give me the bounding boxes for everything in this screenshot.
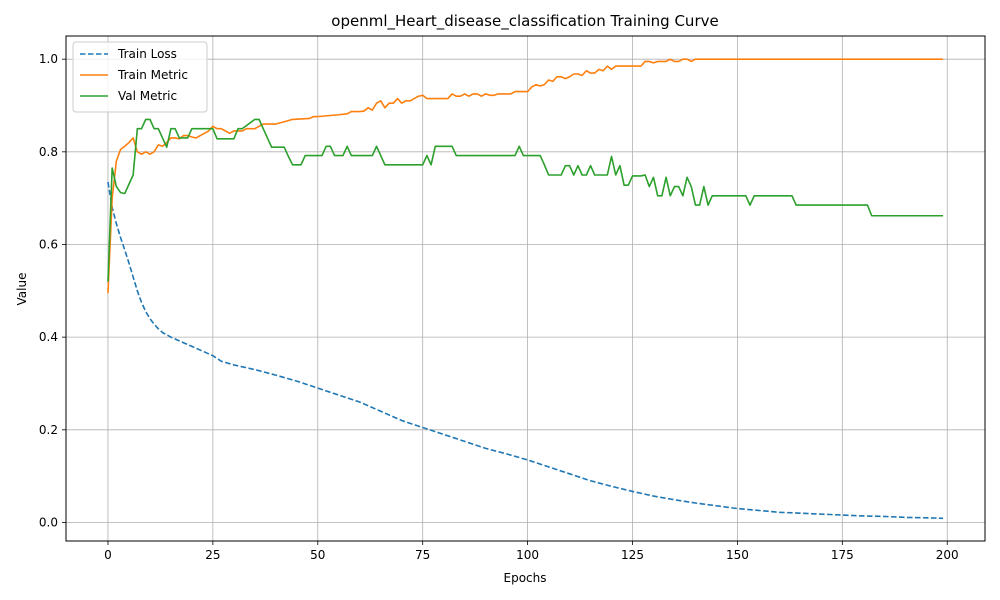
legend-box xyxy=(72,41,208,113)
legend: Train Loss Train Metric Val Metric xyxy=(72,41,208,113)
y-axis-label: Value xyxy=(15,273,29,306)
x-axis-ticks: 0 25 50 75 100 125 150 175 200 xyxy=(104,541,959,562)
chart-title: openml_Heart_disease_classification Trai… xyxy=(331,12,718,31)
val-metric-line xyxy=(107,118,944,282)
y-tick-label: 0.0 xyxy=(39,515,58,529)
x-axis-label: Epochs xyxy=(504,571,547,585)
y-tick-label: 1.0 xyxy=(39,52,58,66)
x-tick-label: 150 xyxy=(726,548,749,562)
legend-label-val-metric: Val Metric xyxy=(118,89,177,103)
x-tick-label: 100 xyxy=(516,548,539,562)
x-tick-label: 175 xyxy=(831,548,854,562)
train-metric-line xyxy=(107,58,944,294)
y-tick-label: 0.8 xyxy=(39,145,58,159)
x-tick-label: 200 xyxy=(936,548,959,562)
legend-label-train-metric: Train Metric xyxy=(117,68,188,82)
x-tick-label: 25 xyxy=(205,548,220,562)
series-layer xyxy=(107,58,944,520)
plot-frame xyxy=(65,35,986,542)
x-tick-label: 75 xyxy=(415,548,430,562)
grid xyxy=(66,36,985,541)
y-tick-label: 0.2 xyxy=(39,423,58,437)
y-axis-ticks: 0.0 0.2 0.4 0.6 0.8 1.0 xyxy=(39,52,66,529)
x-tick-label: 0 xyxy=(104,548,112,562)
x-tick-label: 50 xyxy=(310,548,325,562)
y-tick-label: 0.6 xyxy=(39,237,58,251)
legend-label-train-loss: Train Loss xyxy=(117,47,177,61)
y-tick-label: 0.4 xyxy=(39,330,58,344)
x-tick-label: 125 xyxy=(621,548,644,562)
